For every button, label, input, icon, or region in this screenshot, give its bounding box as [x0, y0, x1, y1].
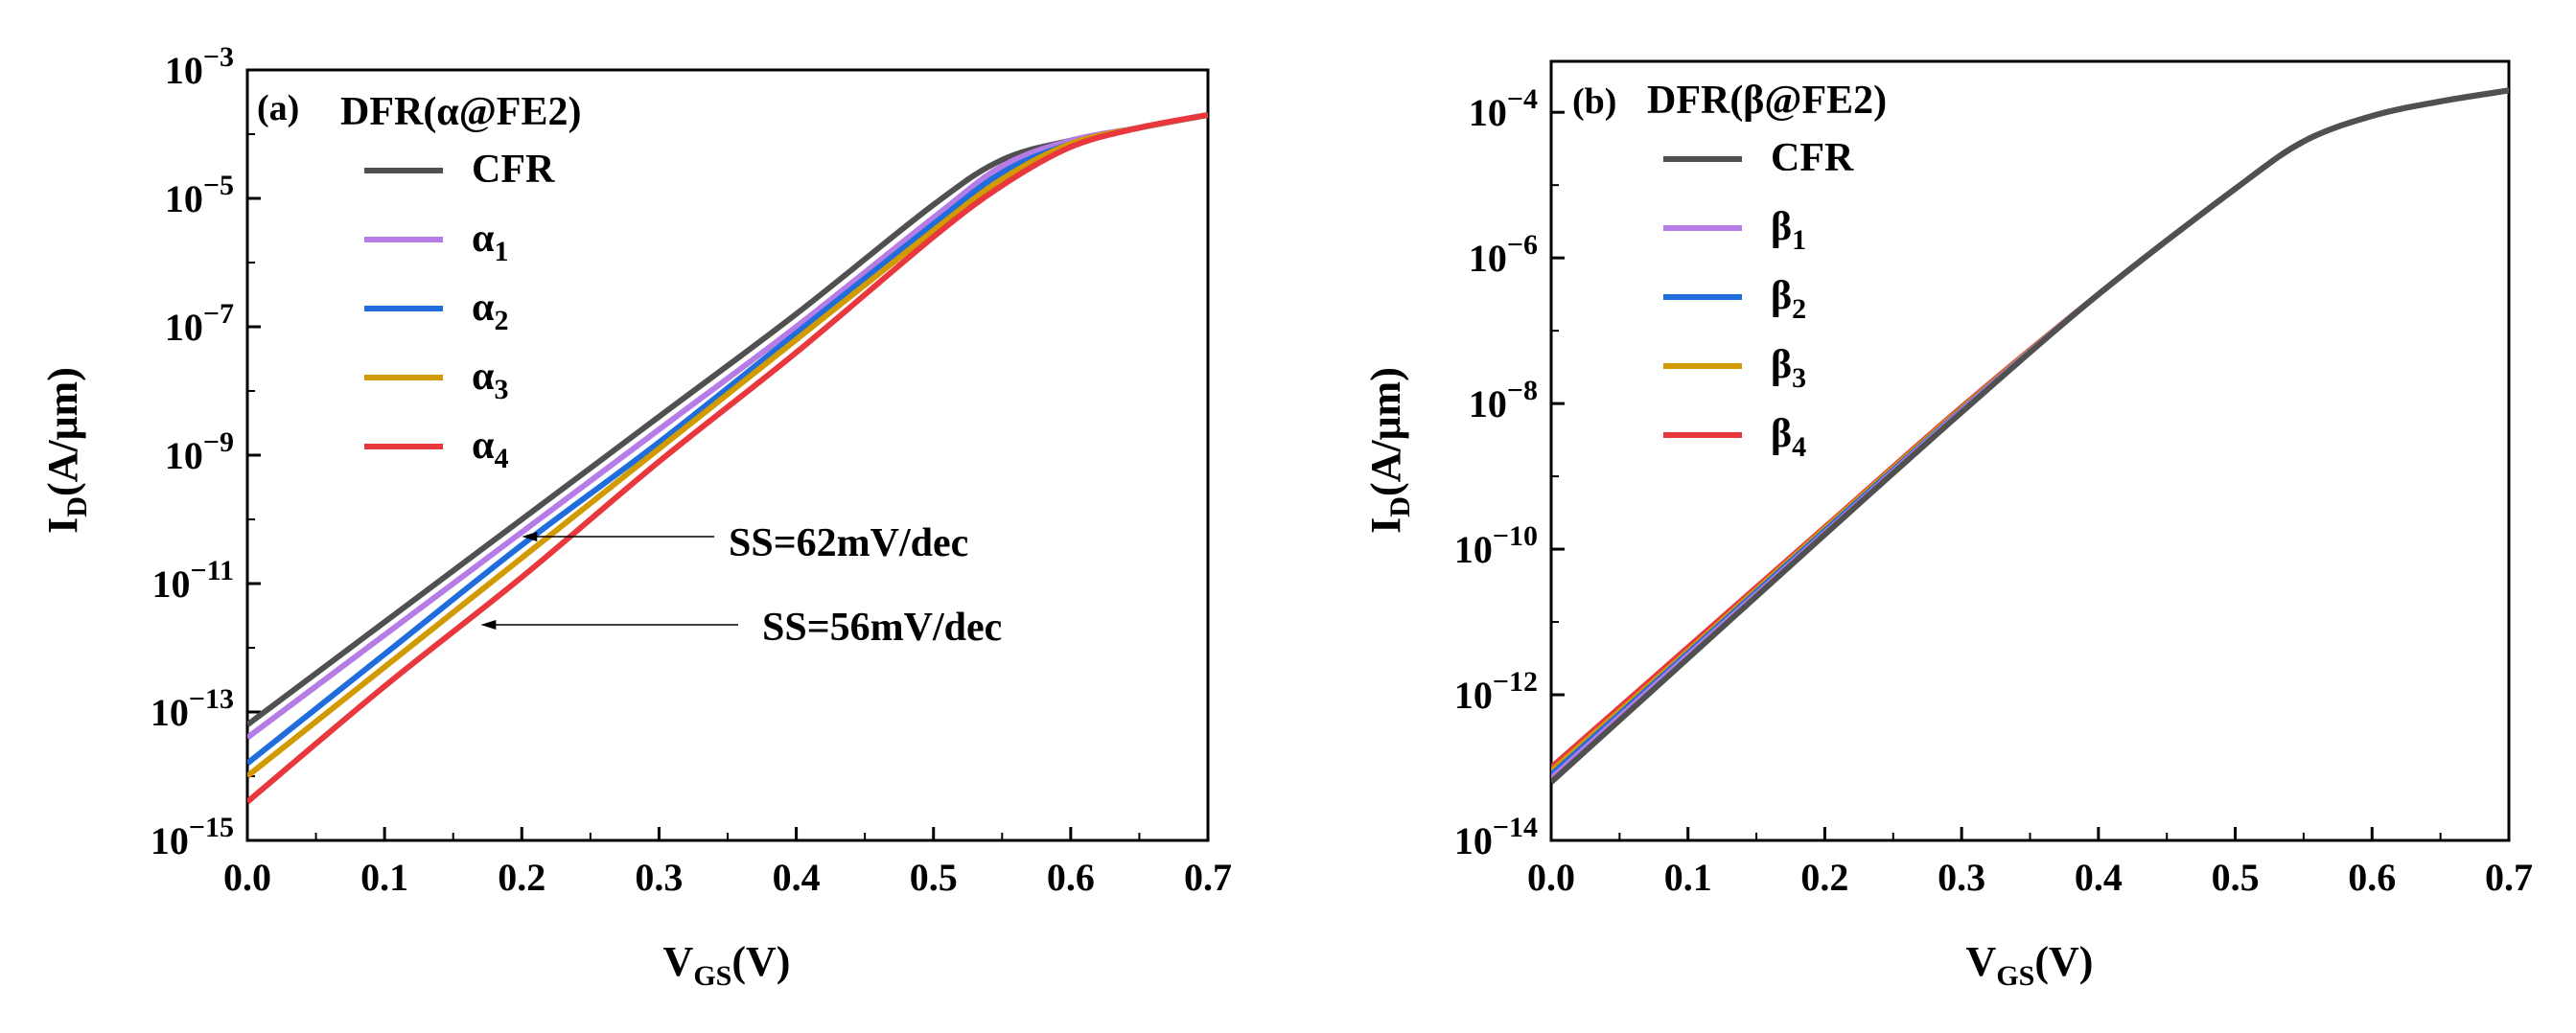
y-axis-label: ID(A/μm): [39, 367, 93, 534]
legend-label-CFR: CFR: [472, 148, 555, 192]
x-tick-label: 0.4: [773, 856, 821, 899]
x-tick-label: 0.3: [1938, 856, 1985, 899]
x-tick-label: 0.0: [223, 856, 271, 899]
series-group: [247, 111, 1208, 805]
y-tick-label: 10−8: [1469, 375, 1538, 425]
y-tick-label: 10−10: [1454, 520, 1538, 571]
annotation-text: SS=62mV/dec: [729, 521, 968, 565]
legend-label-β1: β1: [1771, 205, 1806, 256]
legend-label-α4: α4: [472, 424, 508, 474]
y-tick-label: 10−6: [1469, 229, 1538, 280]
x-tick-label: 0.5: [2212, 856, 2260, 899]
annotation-text: SS=56mV/dec: [762, 606, 1002, 650]
legend-label-α2: α2: [472, 286, 508, 336]
legend-label-β2: β2: [1771, 274, 1806, 325]
x-axis-label: VGS(V): [663, 938, 791, 992]
legend-label-α1: α1: [472, 217, 508, 267]
x-tick-label: 0.2: [498, 856, 545, 899]
y-tick-label: 10−13: [151, 683, 234, 734]
y-tick-label: 10−14: [1454, 812, 1538, 862]
x-tick-label: 0.1: [360, 856, 408, 899]
x-tick-label: 0.6: [1047, 856, 1095, 899]
x-tick-label: 0.7: [1184, 856, 1232, 899]
x-tick-label: 0.2: [1800, 856, 1848, 899]
x-tick-label: 0.5: [910, 856, 958, 899]
x-axis-label: VGS(V): [1966, 938, 2094, 992]
y-tick-label: 10−7: [165, 298, 234, 349]
annotation-arrow-head: [522, 532, 538, 541]
legend-label-β4: β4: [1771, 412, 1806, 463]
y-tick-label: 10−9: [165, 426, 234, 477]
series-line-CFR: [1551, 87, 2509, 785]
panel-b: 0.0 0.1 0.2 0.3 0.4 0.5 0.6 0.7 10−14 10−12 10−10 1…: [1362, 59, 2533, 992]
series-line-α1: [247, 111, 1208, 741]
panel-a: 0.0 0.1 0.2 0.3 0.4 0.5 0.6 0.7 10−15 10−13 10−11 1…: [39, 41, 1232, 992]
series-line-α3: [247, 111, 1208, 779]
x-tick-label: 0.7: [2485, 856, 2533, 899]
legend-label-α3: α3: [472, 355, 508, 405]
x-tick-label: 0.4: [2075, 856, 2123, 899]
y-tick-label: 10−12: [1454, 666, 1538, 717]
series-line-α4: [247, 111, 1208, 805]
y-tick-label: 10−3: [165, 41, 234, 92]
legend-label-β3: β3: [1771, 343, 1806, 394]
y-axis-label: ID(A/μm): [1362, 367, 1416, 534]
y-tick-label: 10−5: [165, 170, 234, 220]
x-tick-label: 0.0: [1527, 856, 1575, 899]
series-group: [1551, 87, 2509, 785]
x-tick-label: 0.6: [2348, 856, 2396, 899]
legend-title: DFR(α@FE2): [340, 90, 581, 134]
x-tick-label: 0.1: [1664, 856, 1712, 899]
y-tick-label: 10−4: [1469, 83, 1538, 134]
y-tick-label: 10−15: [151, 812, 234, 862]
x-tick-label: 0.3: [635, 856, 683, 899]
y-tick-label: 10−11: [152, 555, 234, 606]
legend-label-CFR: CFR: [1771, 136, 1854, 180]
panel-label: (b): [1572, 81, 1616, 122]
legend-title: DFR(β@FE2): [1647, 79, 1887, 123]
panel-label: (a): [257, 88, 299, 128]
annotation-arrow-head: [480, 620, 497, 630]
